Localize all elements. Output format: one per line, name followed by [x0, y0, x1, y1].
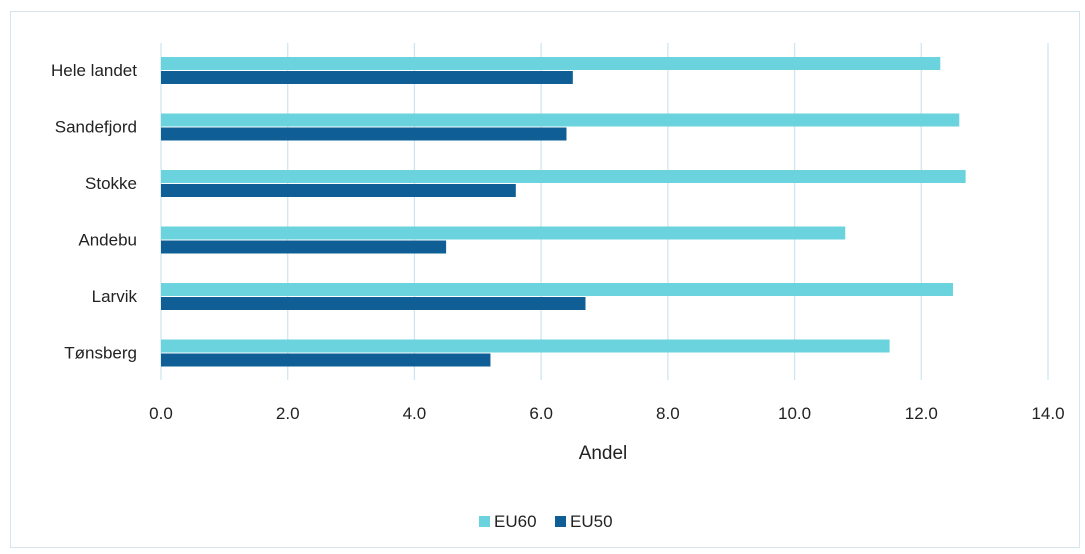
x-tick-label: 4.0: [403, 404, 427, 423]
bar-eu60: [161, 113, 960, 127]
bar-eu60: [161, 339, 890, 353]
category-label: Sandefjord: [55, 118, 137, 137]
bar-eu50: [161, 71, 573, 84]
bar-eu50: [161, 184, 516, 197]
bars: [161, 57, 966, 367]
bar-eu50: [161, 240, 447, 254]
legend-swatch-eu60: [479, 516, 490, 527]
bar-eu60: [161, 283, 953, 296]
bar-eu50: [161, 297, 586, 310]
x-tick-label: 2.0: [276, 404, 300, 423]
x-tick-label: 12.0: [905, 404, 938, 423]
x-tick-label: 14.0: [1031, 404, 1064, 423]
category-label: Hele landet: [51, 61, 137, 80]
category-labels: Hele landet Sandefjord Stokke Andebu Larvik T…: [51, 61, 138, 363]
bar-eu50: [161, 353, 491, 367]
legend-label-eu60: EU60: [494, 512, 537, 531]
x-tick-labels: 0.0 2.0 4.0 6.0 8.0 10.0 12.0 14.0: [149, 404, 1064, 423]
x-tick-label: 10.0: [778, 404, 811, 423]
category-label: Tønsberg: [64, 344, 137, 363]
x-axis-title: Andel: [579, 443, 628, 464]
chart-frame: [10, 11, 1080, 548]
legend-swatch-eu50: [555, 516, 566, 527]
bar-eu60: [161, 57, 941, 70]
gridlines: [160, 43, 1049, 380]
x-tick-label: 0.0: [149, 404, 173, 423]
legend-label-eu50: EU50: [570, 512, 613, 531]
bar-eu50: [161, 127, 567, 141]
legend: EU60 EU50: [479, 512, 613, 531]
category-label: Andebu: [78, 231, 137, 250]
bar-eu60: [161, 170, 966, 183]
bar-eu60: [161, 226, 846, 240]
x-tick-label: 8.0: [656, 404, 680, 423]
category-label: Stokke: [85, 174, 137, 193]
x-tick-label: 6.0: [529, 404, 553, 423]
category-label: Larvik: [92, 287, 138, 306]
